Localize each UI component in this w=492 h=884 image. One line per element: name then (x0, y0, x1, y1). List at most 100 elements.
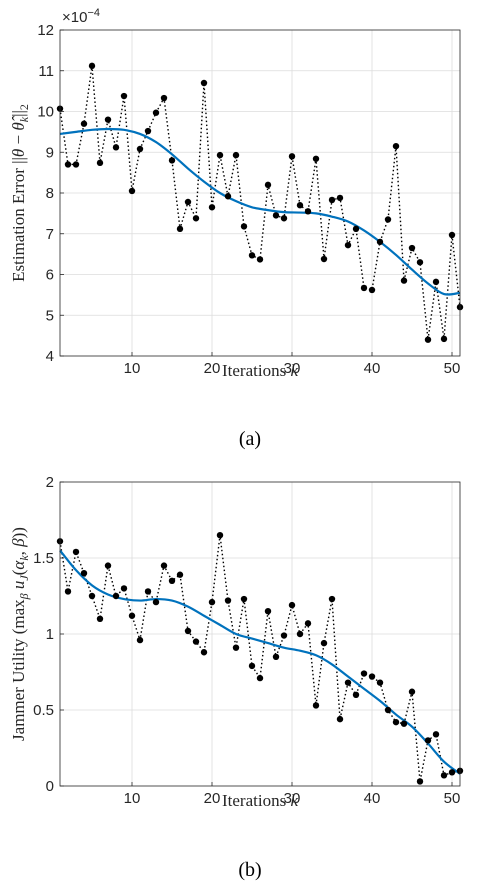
y-tick-label-a: 12 (37, 22, 54, 39)
data-point-b (120, 585, 128, 592)
data-point-a (448, 231, 456, 239)
data-point-a (184, 198, 192, 206)
data-point-a (232, 151, 240, 159)
data-point-a (376, 238, 384, 246)
series-lines-a (59, 65, 461, 340)
data-point-b (224, 597, 232, 604)
data-point-b (136, 636, 144, 644)
data-point-a (152, 109, 160, 116)
x-tick-label-a: 30 (284, 360, 301, 377)
data-point-a (352, 225, 360, 233)
x-tick-label-a: 10 (124, 360, 141, 377)
data-point-b (232, 644, 240, 651)
data-point-b (440, 772, 448, 779)
data-point-a (344, 241, 352, 249)
data-point-b (296, 630, 304, 638)
data-point-a (400, 277, 408, 284)
data-point-a (440, 335, 448, 343)
series-lines-b (59, 535, 461, 782)
y-tick-label-a: 10 (37, 104, 54, 121)
y-tick-label-b: 1.5 (33, 550, 54, 567)
data-point-b (288, 601, 296, 609)
data-point-b (216, 532, 224, 539)
x-tick-label-b: 10 (124, 790, 141, 807)
y-tick-label-a: 9 (46, 144, 54, 161)
data-point-b (152, 598, 160, 606)
data-point-a (176, 225, 184, 233)
data-point-b (240, 595, 248, 603)
data-point-a (312, 155, 320, 162)
data-point-a (200, 79, 208, 87)
data-point-b (208, 598, 216, 606)
data-point-a (280, 215, 288, 222)
data-point-a (384, 216, 392, 223)
data-point-a (144, 127, 152, 135)
y-tick-label-b: 1 (46, 626, 54, 643)
data-point-b (320, 639, 328, 647)
data-point-a (208, 204, 216, 211)
data-point-b (448, 769, 456, 776)
data-point-b (368, 673, 376, 680)
chart-panel-b: 10 20 30 40 50 0 0.5 1 1.5 2 Iterations k Jammer … (9, 474, 464, 810)
data-point-b (376, 679, 384, 686)
data-point-b (248, 662, 256, 670)
y-tick-label-a: 4 (46, 348, 54, 365)
x-tick-label-a: 20 (204, 360, 221, 377)
data-point-b (328, 595, 336, 603)
data-point-a (360, 284, 368, 292)
data-point-b (144, 588, 152, 595)
data-point-b (408, 688, 416, 695)
data-point-b (400, 720, 408, 727)
data-point-b (192, 638, 200, 645)
y-tick-label-b: 2 (46, 474, 54, 491)
data-point-b (272, 653, 280, 660)
y-tick-label-a: 7 (46, 226, 54, 243)
data-point-b (392, 718, 400, 726)
y-tick-label-b: 0 (46, 778, 54, 795)
data-point-a (192, 215, 200, 222)
data-point-a (128, 187, 136, 195)
series-markers-b (56, 532, 464, 785)
data-point-a (248, 252, 256, 259)
data-point-a (120, 92, 128, 100)
data-point-b (80, 570, 88, 577)
y-tick-label-a: 8 (46, 185, 54, 202)
data-point-a (272, 212, 280, 219)
data-point-a (432, 278, 440, 286)
data-point-a (304, 208, 312, 215)
x-tick-label-a: 40 (364, 360, 381, 377)
ticks-a: 10 20 30 40 50 4 5 6 7 8 9 10 11 12 (37, 22, 460, 377)
x-tick-label-b: 30 (284, 790, 301, 807)
data-point-a (256, 256, 264, 263)
y-axis-label-a: Estimation Error ||θ − θ̂k||2 (9, 104, 31, 282)
y-tick-label-a: 11 (38, 63, 54, 80)
data-point-a (96, 159, 104, 167)
data-point-b (176, 571, 184, 578)
data-point-a (216, 151, 224, 159)
data-point-a (104, 116, 112, 123)
data-point-b (432, 731, 440, 738)
data-point-b (304, 620, 312, 627)
exponent-label-a: ×10−4 (62, 7, 100, 26)
data-point-b (344, 679, 352, 686)
data-point-b (416, 778, 424, 785)
data-point-b (128, 612, 136, 619)
data-point-a (264, 181, 272, 189)
smooth-trend-line-a (59, 127, 461, 296)
series-markers-a (56, 62, 464, 343)
y-tick-label-a: 6 (46, 267, 54, 284)
data-point-b (264, 608, 272, 615)
data-point-a (336, 194, 344, 202)
ticks-b: 10 20 30 40 50 0 0.5 1 1.5 2 (33, 474, 460, 807)
chart-panel-a: 10 20 30 40 50 4 5 6 7 8 9 10 11 12 ×10−4 Iterations … (9, 7, 464, 380)
raw-series-line-a (59, 65, 461, 340)
y-tick-label-b: 0.5 (33, 702, 54, 719)
data-point-a (160, 94, 168, 102)
data-point-b (384, 706, 392, 714)
data-point-a (424, 336, 432, 343)
data-point-b (64, 588, 72, 595)
y-axis-label-b: Jammer Utility (maxβ uJ(αk, β)) (9, 527, 31, 741)
data-point-b (352, 691, 360, 698)
data-point-b (256, 674, 264, 682)
